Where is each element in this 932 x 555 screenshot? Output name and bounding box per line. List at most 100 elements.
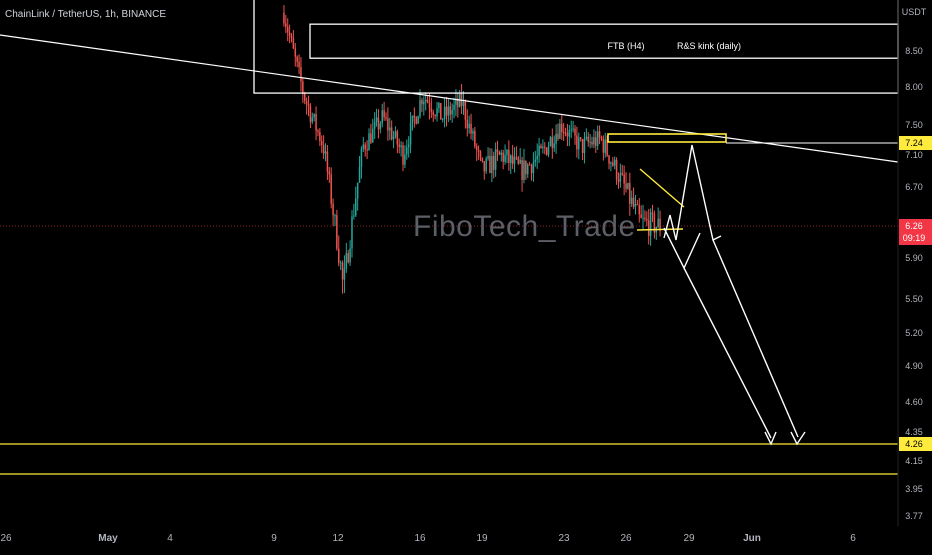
candle-body [619, 173, 622, 182]
candle-body [483, 161, 486, 172]
candle-body [568, 130, 571, 137]
candle-body [545, 147, 548, 155]
candle-body [449, 106, 452, 115]
candle-body [309, 106, 312, 122]
candle-body [640, 214, 642, 218]
time-tick-label: 16 [414, 533, 426, 544]
time-tick-label: 12 [332, 533, 344, 544]
candle-body [451, 109, 453, 115]
candle-body [532, 162, 535, 174]
watermark-text: FiboTech_Trade [413, 210, 636, 243]
time-tick-label: 26 [620, 533, 632, 544]
candle-body [407, 144, 410, 148]
candle-body [625, 183, 627, 189]
candle-body [632, 197, 635, 207]
candle-body [330, 174, 332, 204]
candle-body [400, 145, 402, 147]
candle-body [598, 131, 601, 138]
candle-body [596, 131, 599, 146]
candle-body [409, 122, 412, 145]
candle-body [426, 99, 429, 103]
price-tick-label: 5.20 [905, 328, 923, 338]
support-price-tag-bg [899, 437, 932, 451]
candle-body [475, 146, 478, 150]
candle-body [424, 99, 427, 102]
candle-body [411, 115, 414, 123]
candle-body [428, 102, 431, 109]
candle-body [489, 155, 491, 174]
time-tick-label: Jun [743, 533, 761, 544]
candle-body [566, 133, 569, 137]
candle-body [621, 173, 624, 175]
price-tick-label: 5.50 [905, 294, 923, 304]
candle-body [311, 117, 314, 122]
candle-body [366, 149, 368, 151]
candle-body [415, 117, 418, 124]
candle-body [362, 144, 365, 149]
candle-body [355, 198, 357, 216]
candle-body [381, 110, 383, 124]
candle-body [447, 106, 450, 116]
target-price-tag-bg [899, 136, 932, 150]
candlestick-series [283, 5, 661, 294]
candle-body [534, 159, 537, 163]
candle-body [526, 164, 529, 175]
candle-body [406, 147, 408, 155]
rs-kink-label: R&S kink (daily) [677, 41, 741, 51]
candle-body [511, 155, 514, 164]
time-tick-label: 29 [683, 533, 695, 544]
price-tags: 7.24 6.26 09:19 4.26 [899, 136, 932, 451]
candle-body [506, 149, 508, 155]
time-tick-label: 26 [0, 533, 12, 544]
ftb-label: FTB (H4) [608, 41, 645, 51]
price-tick-label: 4.90 [905, 361, 923, 371]
price-tick-label: 7.50 [905, 120, 923, 130]
candle-body [519, 159, 521, 164]
candle-body [481, 157, 484, 162]
candle-body [634, 204, 637, 207]
candle-body [536, 155, 538, 160]
candle-body [341, 262, 344, 280]
price-axis[interactable]: USDT 8.50 8.00 7.50 7.10 6.70 5.90 5.50 5.20 4.90… [897, 0, 927, 526]
candle-body [421, 100, 423, 105]
candle-body [491, 155, 493, 174]
candle-body [360, 148, 363, 168]
candle-body [515, 157, 518, 159]
candle-body [438, 102, 440, 109]
candle-body [336, 215, 338, 249]
candle-body [585, 136, 588, 139]
candle-body [286, 26, 289, 33]
candle-body [583, 138, 586, 154]
candle-body [322, 145, 325, 154]
arrow-left-edge [683, 267, 772, 439]
candle-body [551, 137, 554, 148]
candle-body [441, 118, 444, 120]
candle-body [373, 121, 376, 129]
candle-body [337, 248, 340, 263]
candle-body [349, 248, 351, 263]
candle-body [379, 123, 382, 130]
candle-body [477, 149, 480, 152]
candle-body [657, 218, 659, 228]
candle-body [462, 101, 465, 106]
time-tick-label: 6 [850, 533, 856, 544]
candle-body [494, 149, 497, 170]
candle-body [324, 151, 327, 154]
candle-body [485, 158, 487, 172]
candle-body [298, 61, 300, 67]
candle-body [479, 151, 482, 158]
candle-body [593, 137, 595, 145]
time-axis[interactable]: 26 May 4 9 12 16 19 23 26 29 Jun 6 [0, 533, 856, 544]
candle-body [305, 100, 308, 104]
current-price-tag-bg [899, 219, 932, 245]
descending-trendline [0, 34, 899, 163]
candle-body [377, 117, 380, 130]
candle-body [326, 151, 329, 172]
candle-body [572, 128, 574, 130]
candle-body [540, 145, 542, 148]
candle-body [319, 131, 321, 141]
candle-body [576, 135, 578, 150]
candle-body [523, 160, 525, 180]
